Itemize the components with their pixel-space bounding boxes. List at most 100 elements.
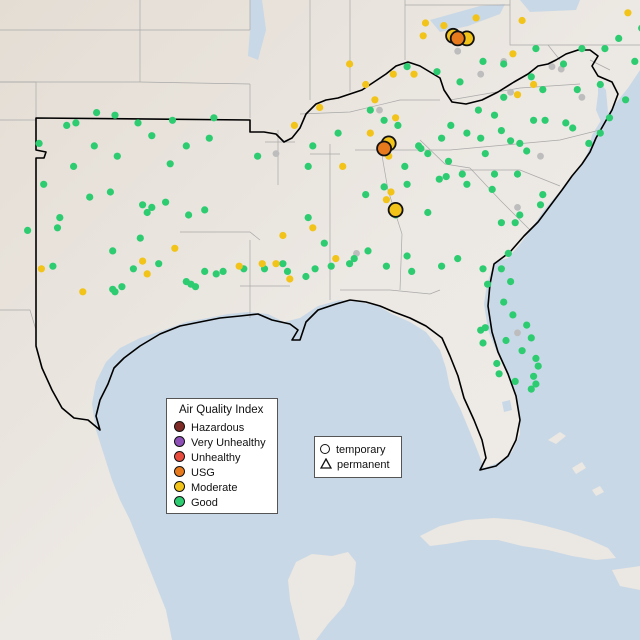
station-marker-moderate <box>513 91 522 99</box>
station-marker-good <box>403 252 411 260</box>
legend-item-usg: USG <box>174 466 215 480</box>
station-marker-good <box>532 45 540 53</box>
station-marker-moderate <box>290 121 298 129</box>
station-marker-good <box>201 267 209 275</box>
station-marker-good <box>504 249 512 257</box>
station-marker-good <box>511 377 519 385</box>
station-marker-good <box>364 247 372 255</box>
station-marker-good <box>334 129 342 137</box>
legend-label: Unhealthy <box>191 452 241 464</box>
legend-item-permanent: permanent <box>320 458 390 472</box>
station-marker-good <box>168 116 177 124</box>
station-marker-moderate <box>346 60 354 68</box>
station-marker-good <box>500 93 508 101</box>
station-marker-good <box>518 347 526 355</box>
station-marker-good <box>134 119 142 127</box>
station-marker-good <box>458 170 466 178</box>
station-marker-good <box>106 188 114 196</box>
good-swatch <box>174 496 185 507</box>
station-marker-good <box>438 134 446 142</box>
station-marker-good <box>435 175 443 183</box>
yucatan <box>288 552 356 640</box>
station-marker-moderate <box>309 224 317 232</box>
legend-title: Air Quality Index <box>179 404 264 416</box>
station-marker-good <box>488 185 496 193</box>
station-marker-good <box>143 208 151 217</box>
station-marker-good <box>309 142 317 150</box>
station-marker-good <box>477 326 485 334</box>
station-marker-good <box>523 147 531 155</box>
usg-swatch <box>174 466 185 477</box>
station-marker-moderate <box>279 231 287 240</box>
station-marker-good <box>304 214 312 222</box>
station-marker-good <box>479 265 487 273</box>
station-marker-moderate <box>509 50 517 58</box>
very-unhealthy-swatch <box>174 436 185 447</box>
station-marker-good <box>70 162 78 170</box>
station-marker-good <box>201 206 209 214</box>
station-marker-good <box>605 114 614 122</box>
station-marker-good <box>166 160 174 168</box>
station-marker-moderate <box>518 16 526 25</box>
station-marker-good <box>585 139 593 147</box>
station-marker-good <box>530 116 538 124</box>
station-marker-good <box>447 121 455 129</box>
station-marker-moderate <box>382 196 390 204</box>
station-marker-good <box>210 114 218 122</box>
station-marker-no-data <box>578 93 586 101</box>
station-marker-good <box>350 255 358 263</box>
station-marker-no-data <box>537 152 544 160</box>
station-marker-moderate <box>362 80 370 89</box>
stations-temporary <box>376 27 475 218</box>
station-marker-good <box>403 63 411 71</box>
state-borders <box>0 0 640 331</box>
station-marker-good <box>463 129 471 137</box>
station-marker-moderate <box>235 262 243 270</box>
station-marker-good <box>424 150 432 158</box>
station-marker-good <box>111 111 119 119</box>
station-marker-good <box>511 219 519 227</box>
station-marker-good <box>408 267 416 275</box>
hispaniola <box>612 566 640 590</box>
legend-label: temporary <box>336 444 386 456</box>
station-marker-good <box>502 336 510 345</box>
station-marker-good <box>479 57 487 65</box>
station-marker-no-data <box>514 204 521 211</box>
station-marker-good <box>24 226 32 234</box>
hazardous-swatch <box>174 421 185 432</box>
station-marker-good <box>283 267 292 275</box>
station-marker-good <box>500 60 508 68</box>
station-marker-good <box>415 142 423 150</box>
station-marker-temporary-moderate <box>387 201 404 218</box>
station-marker-good <box>148 132 156 140</box>
station-marker-moderate <box>366 129 374 137</box>
station-marker-good <box>497 219 505 227</box>
station-marker-good <box>401 162 409 170</box>
station-marker-good <box>118 283 126 291</box>
legend-item-unhealthy: Unhealthy <box>174 451 241 465</box>
station-marker-good <box>513 170 522 178</box>
station-marker-good <box>527 73 535 81</box>
station-marker-good <box>311 265 319 273</box>
station-marker-good <box>559 60 568 68</box>
lake-michigan <box>248 0 266 60</box>
station-marker-good <box>523 321 531 329</box>
station-marker-good <box>109 247 117 255</box>
station-marker-good <box>497 265 505 273</box>
station-marker-good <box>596 80 604 89</box>
station-marker-moderate <box>37 265 46 273</box>
station-marker-moderate <box>139 257 147 265</box>
station-marker-good <box>454 255 462 263</box>
station-marker-good <box>477 134 485 142</box>
station-marker-no-data <box>514 329 521 337</box>
station-marker-good <box>304 162 312 170</box>
station-marker-good <box>463 180 471 188</box>
legend-label: Hazardous <box>191 422 245 434</box>
station-marker-good <box>148 203 156 211</box>
station-marker-good <box>444 157 453 165</box>
station-marker-good <box>534 362 542 370</box>
station-marker-good <box>516 211 524 219</box>
station-marker-good <box>72 119 80 127</box>
station-marker-no-data <box>376 106 383 114</box>
station-marker-good <box>532 380 540 388</box>
